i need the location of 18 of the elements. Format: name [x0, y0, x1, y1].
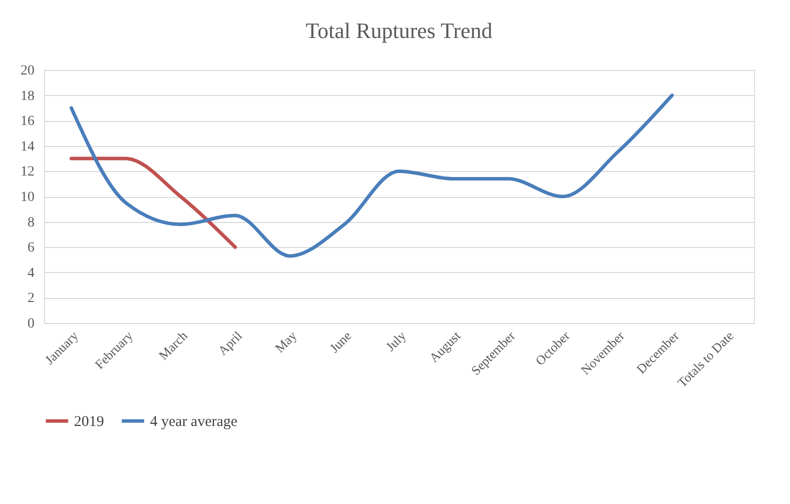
x-tick-label: May — [272, 328, 300, 356]
y-tick-label: 2 — [28, 291, 34, 306]
y-tick-label: 0 — [28, 316, 34, 332]
y-tick-label: 12 — [20, 164, 34, 180]
y-tick-label: 20 — [20, 64, 34, 78]
y-tick-label: 4 — [28, 266, 34, 281]
line-series — [70, 94, 674, 258]
x-tick-label: June — [326, 328, 354, 356]
y-tick-label: 18 — [20, 88, 34, 104]
y-tick-label: 8 — [28, 215, 34, 230]
y-tick-label: 10 — [20, 190, 34, 205]
x-tick-label: July — [382, 328, 410, 354]
y-tick-label: 16 — [20, 114, 34, 130]
y-tick-label: 6 — [28, 240, 34, 256]
legend-label: 4 year average — [150, 414, 238, 430]
chart-title: Total Ruptures Trend — [306, 18, 492, 43]
y-tick-label: 14 — [20, 139, 34, 154]
legend-label: 2019 — [74, 414, 104, 430]
